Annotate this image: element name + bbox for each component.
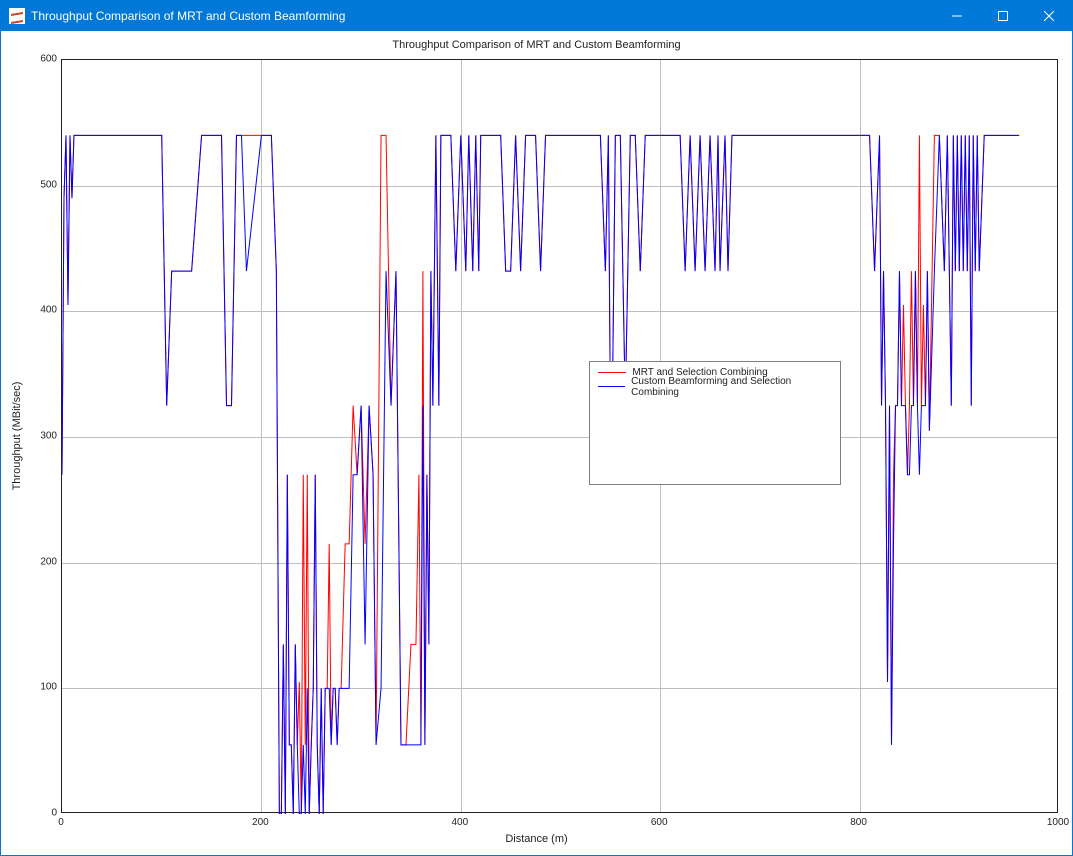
close-button[interactable]	[1026, 1, 1072, 31]
window-title: Throughput Comparison of MRT and Custom …	[31, 9, 934, 23]
legend-entry: Custom Beamforming and Selection Combini…	[598, 380, 832, 394]
figure-content: Throughput Comparison of MRT and Custom …	[1, 31, 1072, 855]
legend-swatch	[598, 386, 625, 387]
x-tick-label: 200	[252, 817, 269, 828]
plot-area	[61, 59, 1058, 813]
legend-label: Custom Beamforming and Selection Combini…	[631, 376, 832, 398]
y-axis-label: Throughput (MBit/sec)	[11, 382, 23, 491]
chart-title: Throughput Comparison of MRT and Custom …	[1, 39, 1072, 51]
gridline-vertical	[461, 60, 462, 812]
x-tick-label: 800	[850, 817, 867, 828]
x-axis-label: Distance (m)	[505, 833, 567, 845]
figure-window: Throughput Comparison of MRT and Custom …	[0, 0, 1073, 856]
series-line	[62, 135, 1019, 814]
gridline-horizontal	[62, 186, 1057, 187]
minimize-icon	[952, 11, 962, 21]
legend-swatch	[598, 372, 626, 373]
gridline-horizontal	[62, 563, 1057, 564]
gridline-horizontal	[62, 311, 1057, 312]
close-icon	[1044, 11, 1054, 21]
x-tick-label: 0	[58, 817, 64, 828]
gridline-vertical	[261, 60, 262, 812]
y-tick-label: 300	[31, 431, 57, 442]
minimize-button[interactable]	[934, 1, 980, 31]
x-tick-label: 600	[651, 817, 668, 828]
gridline-vertical	[860, 60, 861, 812]
y-tick-label: 500	[31, 179, 57, 190]
y-tick-label: 0	[31, 808, 57, 819]
y-tick-label: 100	[31, 682, 57, 693]
window-controls	[934, 1, 1072, 31]
y-tick-label: 600	[31, 54, 57, 65]
maximize-button[interactable]	[980, 1, 1026, 31]
y-tick-label: 200	[31, 556, 57, 567]
app-icon	[9, 8, 25, 24]
x-tick-label: 1000	[1047, 817, 1069, 828]
series-line	[62, 135, 1019, 814]
maximize-icon	[998, 11, 1008, 21]
legend[interactable]: MRT and Selection CombiningCustom Beamfo…	[589, 361, 841, 485]
x-tick-label: 400	[451, 817, 468, 828]
gridline-horizontal	[62, 688, 1057, 689]
titlebar[interactable]: Throughput Comparison of MRT and Custom …	[1, 1, 1072, 31]
y-tick-label: 400	[31, 305, 57, 316]
gridline-horizontal	[62, 437, 1057, 438]
